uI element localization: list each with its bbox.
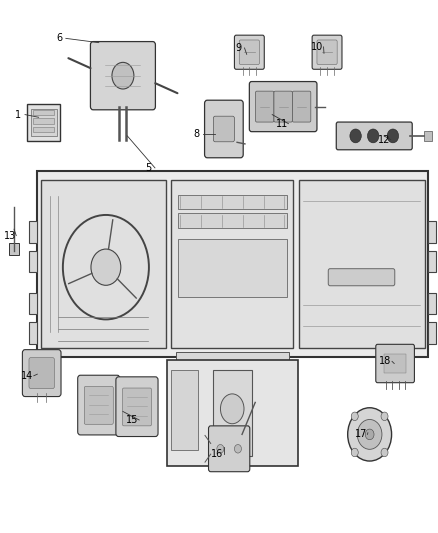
Circle shape — [349, 129, 360, 143]
Text: 8: 8 — [193, 130, 199, 139]
FancyBboxPatch shape — [33, 110, 54, 115]
FancyBboxPatch shape — [423, 131, 431, 141]
Text: 5: 5 — [145, 163, 151, 173]
Text: 16: 16 — [211, 449, 223, 459]
Text: 9: 9 — [234, 43, 240, 53]
FancyBboxPatch shape — [255, 91, 273, 122]
FancyBboxPatch shape — [171, 370, 197, 450]
FancyBboxPatch shape — [29, 221, 37, 243]
FancyBboxPatch shape — [239, 40, 259, 64]
FancyBboxPatch shape — [122, 388, 151, 426]
FancyBboxPatch shape — [427, 251, 435, 272]
FancyBboxPatch shape — [27, 104, 60, 141]
FancyBboxPatch shape — [29, 251, 37, 272]
FancyBboxPatch shape — [29, 358, 54, 389]
Circle shape — [347, 408, 391, 461]
FancyBboxPatch shape — [298, 180, 424, 348]
FancyBboxPatch shape — [31, 109, 57, 136]
Text: 6: 6 — [56, 34, 62, 43]
FancyBboxPatch shape — [208, 426, 249, 472]
FancyBboxPatch shape — [116, 377, 158, 437]
Circle shape — [350, 412, 357, 421]
FancyBboxPatch shape — [177, 195, 286, 209]
Circle shape — [364, 429, 373, 440]
Text: 18: 18 — [378, 357, 391, 366]
Circle shape — [234, 445, 241, 453]
Circle shape — [380, 448, 387, 457]
Circle shape — [367, 129, 378, 143]
FancyBboxPatch shape — [234, 35, 264, 69]
Text: 15: 15 — [126, 415, 138, 425]
Circle shape — [112, 62, 134, 89]
FancyBboxPatch shape — [171, 180, 293, 348]
FancyBboxPatch shape — [427, 322, 435, 344]
Circle shape — [357, 419, 381, 449]
Circle shape — [216, 445, 223, 453]
FancyBboxPatch shape — [375, 344, 413, 383]
Circle shape — [380, 412, 387, 421]
FancyBboxPatch shape — [249, 82, 316, 132]
Ellipse shape — [220, 394, 244, 424]
FancyBboxPatch shape — [41, 180, 166, 348]
Text: 10: 10 — [310, 42, 322, 52]
Circle shape — [386, 129, 398, 143]
FancyBboxPatch shape — [292, 91, 310, 122]
Text: 1: 1 — [15, 110, 21, 119]
FancyBboxPatch shape — [29, 322, 37, 344]
FancyBboxPatch shape — [29, 293, 37, 314]
FancyBboxPatch shape — [316, 40, 336, 64]
FancyBboxPatch shape — [311, 35, 341, 69]
FancyBboxPatch shape — [37, 171, 427, 357]
FancyBboxPatch shape — [213, 116, 234, 142]
FancyBboxPatch shape — [22, 350, 61, 397]
FancyBboxPatch shape — [90, 42, 155, 110]
FancyBboxPatch shape — [166, 360, 297, 466]
FancyBboxPatch shape — [78, 375, 120, 435]
FancyBboxPatch shape — [175, 352, 288, 364]
Circle shape — [350, 448, 357, 457]
Circle shape — [91, 249, 120, 285]
FancyBboxPatch shape — [212, 370, 251, 456]
Text: 11: 11 — [275, 119, 287, 128]
FancyBboxPatch shape — [177, 239, 286, 297]
Text: 17: 17 — [354, 430, 366, 439]
FancyBboxPatch shape — [177, 213, 286, 228]
Text: 12: 12 — [377, 135, 389, 144]
Text: 13: 13 — [4, 231, 16, 240]
FancyBboxPatch shape — [84, 386, 113, 424]
FancyBboxPatch shape — [383, 354, 405, 373]
FancyBboxPatch shape — [9, 243, 19, 255]
Text: 14: 14 — [21, 371, 33, 381]
FancyBboxPatch shape — [204, 100, 243, 158]
FancyBboxPatch shape — [336, 122, 411, 150]
FancyBboxPatch shape — [33, 118, 54, 124]
FancyBboxPatch shape — [273, 91, 292, 122]
FancyBboxPatch shape — [427, 293, 435, 314]
FancyBboxPatch shape — [427, 221, 435, 243]
FancyBboxPatch shape — [328, 269, 394, 286]
FancyBboxPatch shape — [33, 127, 54, 132]
